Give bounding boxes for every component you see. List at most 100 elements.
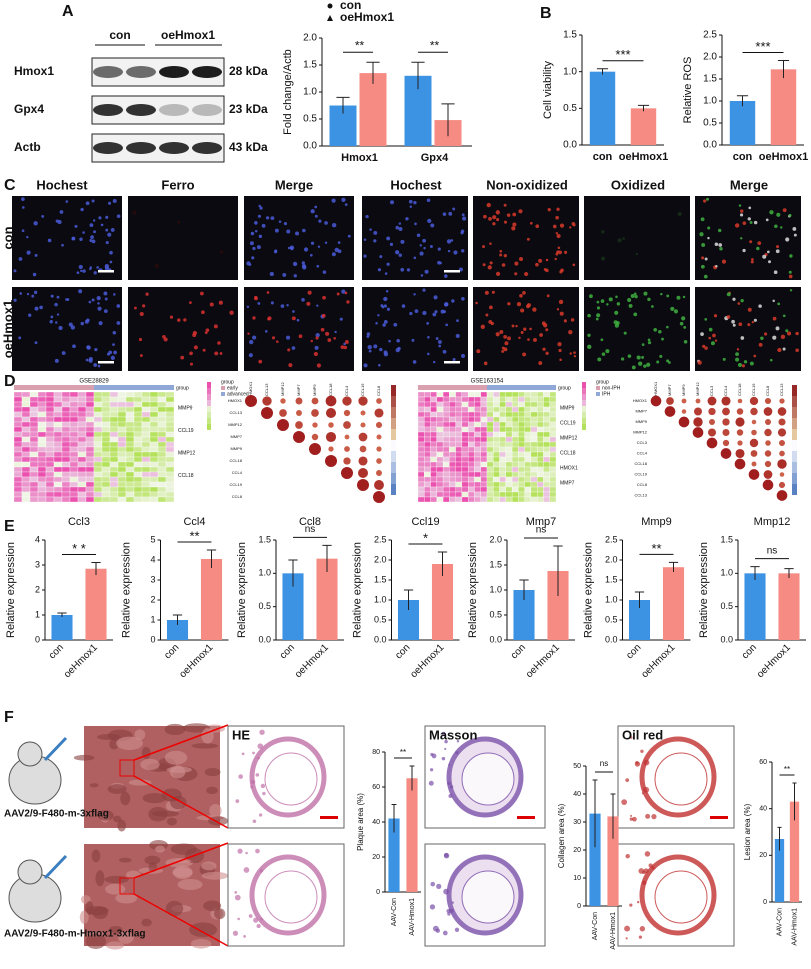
corr-label: CCL19	[360, 383, 365, 396]
cell	[587, 313, 591, 318]
cell	[192, 333, 197, 338]
cell	[775, 245, 780, 249]
heat-cell	[165, 416, 175, 423]
sig-label: ***	[615, 47, 630, 62]
y-tick-label: 60	[759, 759, 767, 766]
heat-cell	[537, 446, 544, 453]
cell	[96, 296, 101, 301]
heat-cell	[505, 391, 513, 398]
heat-cell	[61, 446, 71, 453]
tissue-texture	[109, 738, 119, 750]
heat-cell	[109, 471, 119, 478]
cell	[347, 234, 351, 238]
corr-circle	[778, 418, 786, 426]
sig-label: **	[651, 541, 661, 556]
corr-circle	[708, 428, 716, 437]
heat-cell	[480, 406, 488, 413]
heat-cell	[125, 391, 135, 398]
cell	[325, 331, 330, 336]
heat-cell	[149, 441, 159, 448]
cell	[741, 364, 746, 368]
tissue-texture	[201, 871, 229, 880]
cell	[400, 239, 405, 244]
cell	[259, 206, 263, 210]
heat-cell	[430, 476, 437, 483]
tissue-dot	[234, 894, 241, 901]
heat-cell	[474, 411, 481, 418]
heat-cell	[165, 421, 175, 428]
heat-cell	[524, 476, 532, 483]
heat-cell	[37, 451, 47, 458]
cell	[726, 292, 731, 297]
cell	[219, 352, 223, 355]
heat-cell	[524, 391, 532, 398]
tissue-texture	[177, 878, 203, 891]
heat-cell	[486, 471, 494, 478]
heat-cell	[461, 396, 469, 403]
bar	[513, 590, 535, 640]
heat-cell	[524, 441, 532, 448]
cell	[747, 217, 751, 221]
tissue-texture	[89, 783, 99, 788]
cell	[331, 198, 336, 203]
heat-cell	[518, 416, 525, 423]
cell	[660, 292, 663, 296]
cell	[413, 201, 417, 205]
heat-cell	[61, 401, 71, 408]
cell	[104, 263, 110, 269]
cell	[643, 291, 648, 296]
heat-cell	[61, 431, 71, 438]
cell	[249, 241, 254, 246]
corr-circle	[749, 396, 759, 406]
cell	[86, 345, 90, 350]
cell	[112, 199, 117, 203]
colorbar	[207, 388, 211, 394]
heat-cell	[480, 471, 488, 478]
cell	[91, 199, 95, 203]
cell	[72, 344, 76, 349]
cell	[703, 199, 707, 203]
cell	[668, 361, 671, 364]
heat-cell	[45, 441, 55, 448]
heat-cell	[468, 441, 475, 448]
cell	[512, 222, 517, 227]
cell	[383, 350, 388, 355]
heat-cell	[29, 446, 39, 453]
cell	[542, 347, 546, 351]
cell	[183, 318, 187, 322]
heat-cell	[474, 401, 481, 408]
corr-circle	[751, 461, 757, 467]
cell	[430, 223, 435, 228]
row-label: oeHmox1	[0, 300, 15, 359]
bar	[774, 839, 785, 902]
heat-cell	[474, 391, 481, 398]
heat-cell	[442, 396, 450, 403]
cell	[740, 336, 745, 340]
blot-band	[93, 104, 123, 116]
corr-label: CCL13	[635, 493, 648, 498]
y-tick-label: 2.5	[374, 534, 387, 544]
cell	[247, 332, 250, 335]
heat-cell	[486, 391, 494, 398]
heat-cell	[543, 481, 550, 488]
cell	[416, 233, 421, 237]
tissue-dot	[651, 866, 655, 870]
heat-cell	[165, 461, 175, 468]
cell	[572, 263, 576, 267]
corr-circle	[750, 407, 758, 416]
corr-circle	[779, 398, 785, 404]
heat-cell	[455, 426, 463, 433]
heat-cell	[157, 391, 167, 398]
heat-cell	[537, 451, 544, 458]
heat-cell	[141, 411, 151, 418]
heat-cell	[449, 396, 456, 403]
heat-cell	[442, 436, 450, 443]
corr-label: CCL18	[635, 461, 648, 466]
cell	[419, 251, 424, 256]
cell	[291, 316, 296, 321]
heat-cell	[149, 396, 159, 403]
heat-cell	[449, 426, 456, 433]
cell	[701, 256, 705, 260]
heat-cell	[442, 486, 450, 493]
y-tick-label: 1.5	[720, 534, 733, 544]
